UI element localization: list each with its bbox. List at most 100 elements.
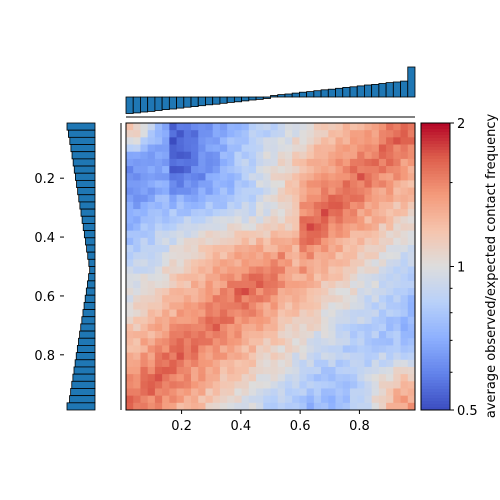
heatmap-cell bbox=[154, 244, 163, 253]
heatmap-cell bbox=[335, 166, 344, 174]
colorbar-segment bbox=[421, 305, 450, 309]
heatmap-cell bbox=[335, 137, 344, 145]
heatmap-cell bbox=[371, 123, 380, 131]
heatmap-cell bbox=[313, 359, 322, 368]
heatmap-cell bbox=[357, 374, 365, 382]
heatmap-cell bbox=[140, 266, 149, 275]
top-histogram-bar bbox=[248, 96, 257, 101]
heatmap-cell bbox=[183, 259, 192, 267]
heatmap-cell bbox=[248, 158, 257, 167]
heatmap-cell bbox=[147, 288, 156, 296]
heatmap-cell bbox=[234, 130, 243, 138]
heatmap-cell bbox=[212, 331, 221, 339]
heatmap-cell bbox=[256, 223, 264, 232]
heatmap-cell bbox=[306, 316, 315, 325]
heatmap-cell bbox=[342, 230, 351, 239]
heatmap-cell bbox=[393, 366, 401, 375]
heatmap-cell bbox=[321, 388, 329, 397]
heatmap-cell bbox=[234, 366, 243, 375]
heatmap-cell bbox=[147, 402, 156, 411]
top-histogram-bar bbox=[400, 80, 409, 98]
heatmap-cell bbox=[191, 166, 199, 174]
heatmap-cell bbox=[241, 366, 250, 375]
colorbar-segment bbox=[421, 326, 450, 330]
heatmap-cell bbox=[191, 223, 199, 232]
heatmap-cell bbox=[191, 359, 199, 368]
heatmap-cell bbox=[292, 151, 300, 160]
heatmap-cell bbox=[292, 295, 300, 303]
heatmap-cell bbox=[154, 187, 163, 196]
heatmap-cell bbox=[205, 359, 214, 368]
colorbar-segment bbox=[421, 167, 450, 172]
heatmap-cell bbox=[400, 331, 409, 339]
heatmap-cell bbox=[270, 137, 279, 145]
heatmap-cell bbox=[191, 209, 199, 217]
heatmap-cell bbox=[371, 395, 380, 404]
heatmap-cell bbox=[321, 244, 329, 253]
heatmap-cell bbox=[378, 144, 387, 153]
heatmap-cell bbox=[321, 173, 329, 181]
heatmap-cell bbox=[212, 252, 221, 260]
top-marginal-histogram bbox=[125, 66, 416, 114]
heatmap-cell bbox=[371, 388, 380, 397]
heatmap-cell bbox=[154, 381, 163, 389]
heatmap-cell bbox=[328, 130, 336, 138]
heatmap-cell bbox=[234, 395, 243, 404]
heatmap-cell bbox=[147, 187, 156, 196]
colorbar-segment bbox=[421, 131, 450, 136]
top-histogram-bar bbox=[298, 91, 308, 98]
heatmap-cell bbox=[371, 345, 380, 353]
heatmap-cell bbox=[256, 166, 264, 174]
heatmap-cell bbox=[284, 158, 293, 167]
colorbar-segment bbox=[421, 236, 450, 241]
heatmap-cell bbox=[284, 345, 293, 353]
heatmap-cell bbox=[299, 237, 308, 246]
heatmap-cell bbox=[270, 259, 279, 267]
top-histogram-bar bbox=[255, 96, 264, 100]
heatmap-cell bbox=[386, 316, 394, 325]
heatmap-cell bbox=[277, 345, 286, 353]
heatmap-cell bbox=[227, 144, 235, 153]
heatmap-cell bbox=[205, 180, 214, 188]
heatmap-cell bbox=[270, 123, 279, 131]
heatmap-cell bbox=[263, 288, 271, 296]
heatmap-cell bbox=[140, 173, 149, 181]
heatmap-cell bbox=[386, 381, 394, 389]
heatmap-cell bbox=[313, 402, 322, 411]
heatmap-cell bbox=[205, 158, 214, 167]
heatmap-cell bbox=[393, 194, 401, 203]
heatmap-cell bbox=[371, 309, 380, 318]
heatmap-cell bbox=[357, 288, 365, 296]
heatmap-cell bbox=[219, 151, 228, 160]
heatmap-cell bbox=[313, 237, 322, 246]
left-histogram-bar bbox=[72, 373, 96, 382]
heatmap-cell bbox=[313, 244, 322, 253]
heatmap-cell bbox=[357, 266, 365, 275]
heatmap-cell bbox=[198, 302, 206, 310]
heatmap-cell bbox=[162, 345, 170, 353]
heatmap-cell bbox=[270, 316, 279, 325]
heatmap-cell bbox=[162, 194, 170, 203]
heatmap-cell bbox=[364, 244, 373, 253]
heatmap-cell bbox=[219, 137, 228, 145]
heatmap-cell bbox=[371, 316, 380, 325]
heatmap-cell bbox=[263, 252, 271, 260]
heatmap-cell bbox=[191, 345, 199, 353]
heatmap-cell bbox=[198, 173, 206, 181]
heatmap-cell bbox=[371, 180, 380, 188]
heatmap-cell bbox=[407, 395, 416, 404]
heatmap-cell bbox=[169, 180, 177, 188]
heatmap-cell bbox=[140, 352, 149, 361]
heatmap-cell bbox=[328, 338, 336, 346]
left-histogram-bar bbox=[70, 388, 96, 397]
heatmap-cell bbox=[219, 345, 228, 353]
heatmap-cell bbox=[364, 209, 373, 217]
heatmap-cell bbox=[256, 259, 264, 267]
heatmap-cell bbox=[133, 259, 141, 267]
heatmap-cell bbox=[176, 288, 185, 296]
heatmap-cell bbox=[386, 166, 394, 174]
heatmap-cell bbox=[277, 151, 286, 160]
heatmap-cell bbox=[212, 280, 221, 289]
heatmap-cell bbox=[328, 381, 336, 389]
heatmap-cell bbox=[342, 130, 351, 138]
